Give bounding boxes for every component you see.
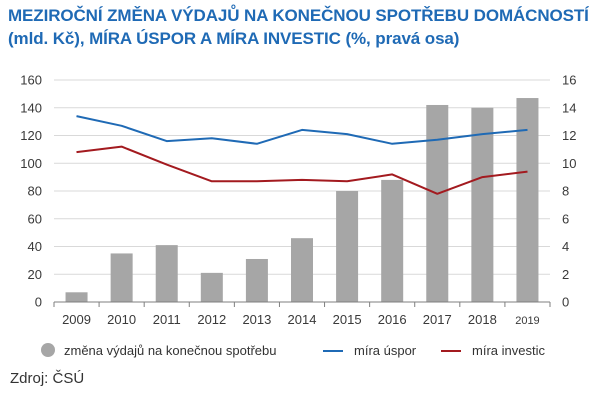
x-axis-tick-label: 2010 xyxy=(107,312,136,327)
y-axis-left-tick-label: 60 xyxy=(28,211,42,226)
legend-label-savings: míra úspor xyxy=(354,343,417,358)
x-axis-tick-label: 2014 xyxy=(288,312,317,327)
bar xyxy=(516,98,539,302)
x-axis-tick-label: 2013 xyxy=(242,312,271,327)
chart-title-line-1: MEZIROČNÍ ZMĚNA VÝDAJŮ NA KONEČNOU SPOTŘ… xyxy=(8,6,589,25)
bar xyxy=(155,245,178,302)
y-axis-right-tick-label: 8 xyxy=(562,184,569,199)
source-note: Zdroj: ČSÚ xyxy=(10,370,85,387)
y-axis-right-tick-label: 2 xyxy=(562,267,569,282)
x-axis-tick-label: 2009 xyxy=(62,312,91,327)
investment-rate-line xyxy=(76,145,528,195)
bar xyxy=(200,272,223,302)
legend-bar-swatch xyxy=(41,343,55,357)
y-axis-left-tick-label: 100 xyxy=(20,156,42,171)
y-axis-left-tick-label: 0 xyxy=(35,295,42,310)
y-axis-right-tick-label: 4 xyxy=(562,239,569,254)
y-axis-right-tick-label: 6 xyxy=(562,211,569,226)
y-axis-right-tick-label: 16 xyxy=(562,73,576,88)
x-axis-tick-label: 2012 xyxy=(197,312,226,327)
bar xyxy=(65,292,88,302)
x-axis-tick-label: 2019 xyxy=(515,315,539,327)
y-axis-left-tick-label: 80 xyxy=(28,184,42,199)
bar xyxy=(336,191,359,302)
x-axis-tick-label: 2017 xyxy=(423,312,452,327)
chart-title: MEZIROČNÍ ZMĚNA VÝDAJŮ NA KONEČNOU SPOTŘ… xyxy=(8,4,589,50)
x-axis-tick-label: 2011 xyxy=(153,312,181,327)
legend-label-investment: míra investic xyxy=(472,343,545,358)
bar xyxy=(381,179,404,302)
x-axis-tick-label: 2018 xyxy=(468,312,497,327)
y-axis-left-tick-label: 140 xyxy=(20,100,42,115)
y-axis-right-tick-label: 0 xyxy=(562,295,569,310)
y-axis-left-tick-label: 20 xyxy=(28,267,42,282)
x-axis-tick-label: 2015 xyxy=(333,312,362,327)
y-axis-right-tick-label: 14 xyxy=(562,100,576,115)
y-axis-right-tick-label: 12 xyxy=(562,128,576,143)
bar xyxy=(110,253,133,302)
legend-label-bars: změna výdajů na konečnou spotřebu xyxy=(64,343,276,358)
bar xyxy=(471,107,494,302)
chart-title-line-2: (mld. Kč), MÍRA ÚSPOR A MÍRA INVESTIC (%… xyxy=(8,29,460,48)
bar xyxy=(291,238,313,302)
bar xyxy=(426,104,449,302)
y-axis-left-tick-label: 120 xyxy=(20,128,42,143)
y-axis-left-tick-label: 40 xyxy=(28,239,42,254)
y-axis-left-tick-label: 160 xyxy=(20,73,42,88)
bar xyxy=(245,258,268,302)
x-axis-tick-label: 2016 xyxy=(378,312,407,327)
savings-rate-line xyxy=(76,115,528,145)
y-axis-right-tick-label: 10 xyxy=(562,156,576,171)
